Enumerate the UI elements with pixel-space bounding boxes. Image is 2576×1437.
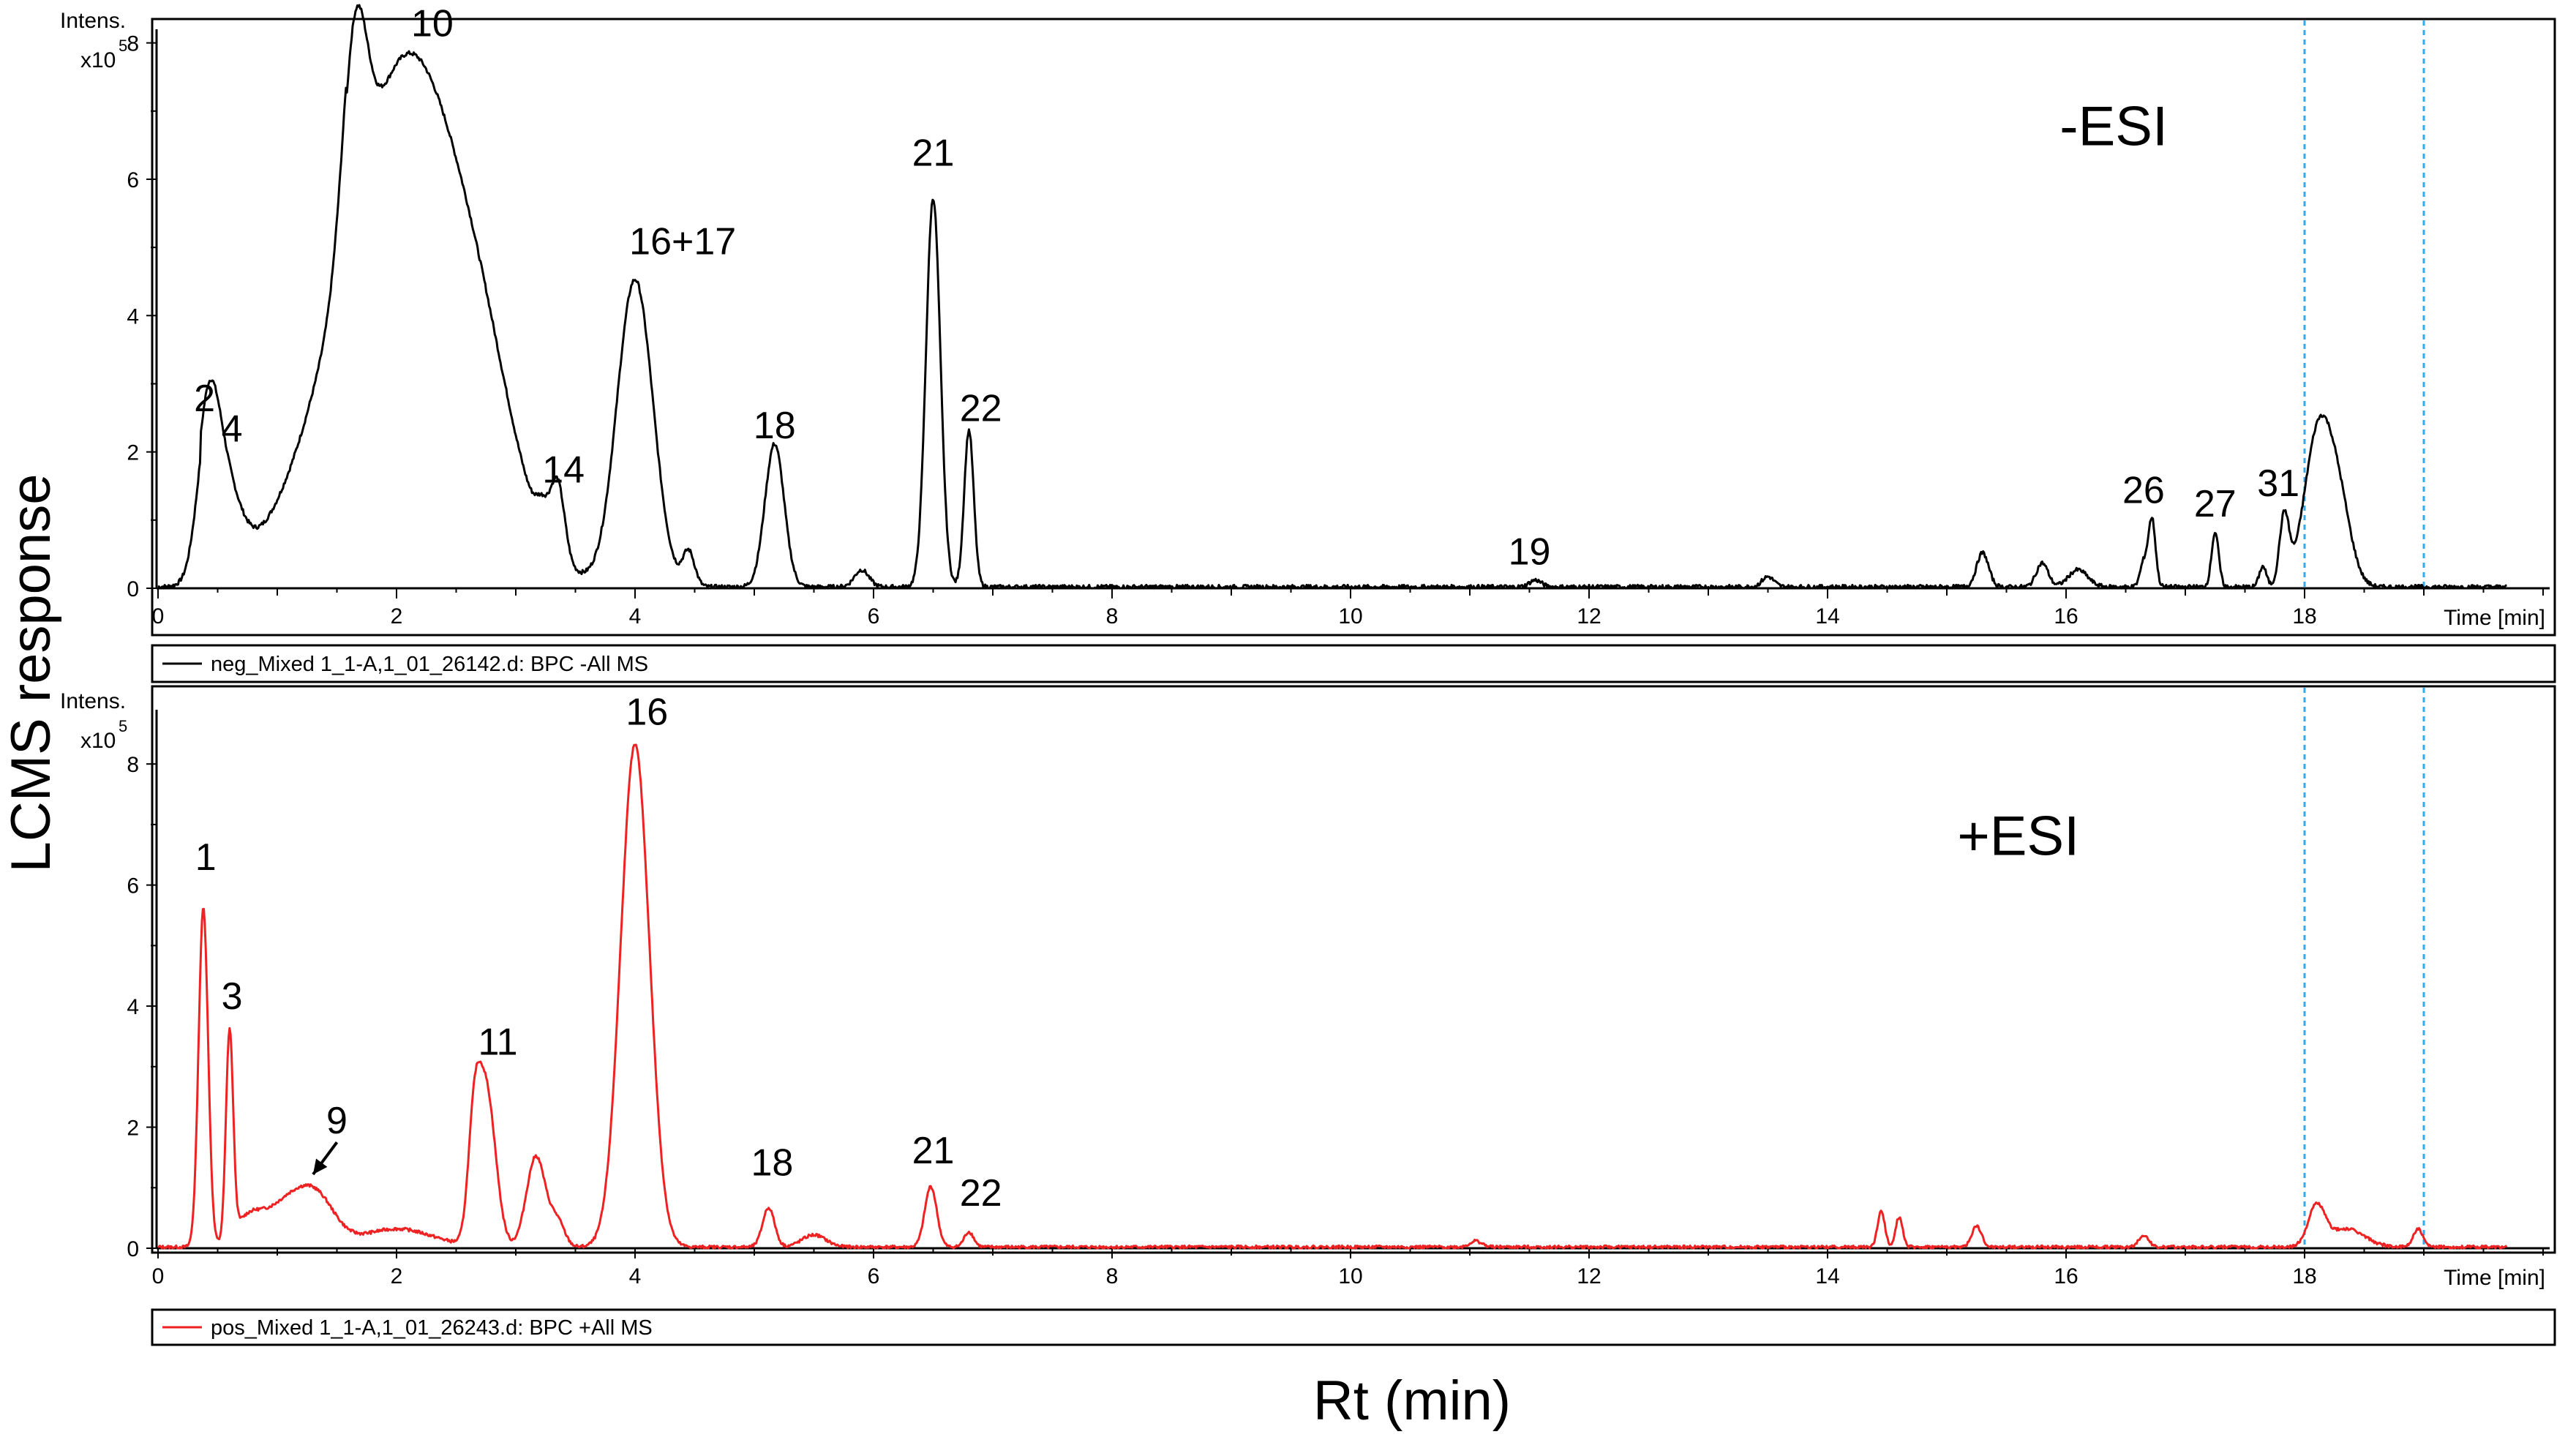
y-tick-label: 4 (127, 304, 139, 329)
peak-label: 21 (912, 132, 955, 174)
peak-label: 31 (2257, 462, 2299, 505)
x-tick-label: 2 (391, 604, 403, 629)
figure-ylabel: LCMS response (0, 474, 62, 873)
x-tick-label: 12 (1577, 1264, 1601, 1288)
ionization-mode-label: -ESI (2059, 95, 2168, 157)
neg-esi-trace (157, 4, 2507, 590)
intensity-scale-label: x10 (80, 729, 116, 753)
arrowhead-icon (312, 1158, 328, 1175)
pos-esi-trace (157, 743, 2508, 1250)
peak-label: 10 (411, 2, 454, 45)
time-axis-label: Time [min] (2444, 606, 2545, 630)
x-tick-label: 8 (1106, 604, 1119, 629)
legend-box (151, 1308, 2556, 1346)
peak-label: 14 (542, 449, 585, 492)
peak-label: 1 (195, 836, 217, 879)
peak-label: 22 (960, 388, 1002, 430)
x-tick-label: 16 (2054, 604, 2078, 629)
intensity-label: Intens. (60, 689, 126, 713)
x-tick-label: 16 (2054, 1264, 2078, 1288)
x-tick-label: 6 (868, 1264, 880, 1288)
peak-label: 18 (751, 1142, 794, 1185)
x-tick-label: 4 (629, 1264, 642, 1288)
peak-label: 21 (912, 1130, 955, 1172)
y-tick-label: 0 (127, 1237, 139, 1261)
x-tick-label: 10 (1338, 604, 1362, 629)
legend-entry: neg_Mixed 1_1-A,1_01_26142.d: BPC -All M… (211, 653, 648, 676)
plot-frame (151, 18, 2556, 637)
y-tick-label: 2 (127, 1117, 139, 1141)
plot-frame (151, 685, 2556, 1254)
x-tick-label: 2 (391, 1264, 403, 1288)
y-tick-label: 0 (127, 577, 139, 601)
y-tick-label: 8 (127, 753, 139, 777)
intensity-scale-label: x10 (80, 48, 116, 72)
y-tick-label: 8 (127, 32, 139, 56)
x-tick-label: 18 (2292, 604, 2316, 629)
x-tick-label: 12 (1577, 604, 1601, 629)
peak-label: 18 (754, 405, 796, 447)
peak-label: 16+17 (629, 220, 736, 263)
peak-label: 19 (1509, 530, 1551, 573)
peak-label: 26 (2122, 470, 2165, 512)
ionization-mode-label: +ESI (1957, 805, 2079, 867)
x-tick-label: 0 (152, 604, 165, 629)
peak-label: 16 (626, 691, 668, 733)
y-tick-label: 6 (127, 168, 139, 192)
y-tick-label: 2 (127, 441, 139, 465)
x-tick-label: 6 (868, 604, 880, 629)
intensity-label: Intens. (60, 9, 126, 33)
figure-xlabel: Rt (min) (1313, 1370, 1511, 1432)
peak-label: 3 (222, 975, 243, 1018)
y-tick-label: 4 (127, 995, 139, 1019)
y-tick-label: 6 (127, 874, 139, 898)
intensity-scale-exponent: 5 (119, 717, 127, 735)
peak-label: 4 (222, 408, 243, 451)
peak-label: 22 (960, 1172, 1002, 1215)
x-tick-label: 4 (629, 604, 642, 629)
intensity-scale-exponent: 5 (119, 37, 127, 55)
x-tick-label: 10 (1338, 1264, 1362, 1288)
legend-entry: pos_Mixed 1_1-A,1_01_26243.d: BPC +All M… (211, 1316, 653, 1340)
peak-label: 11 (478, 1021, 518, 1063)
x-tick-label: 14 (1815, 1264, 1839, 1288)
legend-box (151, 644, 2556, 683)
peak-label: 2 (194, 378, 215, 420)
x-tick-label: 18 (2292, 1264, 2316, 1288)
peak-label: 27 (2194, 483, 2237, 525)
peak-label: 9 (326, 1100, 348, 1142)
x-tick-label: 0 (152, 1264, 165, 1288)
time-axis-label: Time [min] (2444, 1266, 2545, 1290)
x-tick-label: 14 (1815, 604, 1839, 629)
x-tick-label: 8 (1106, 1264, 1119, 1288)
